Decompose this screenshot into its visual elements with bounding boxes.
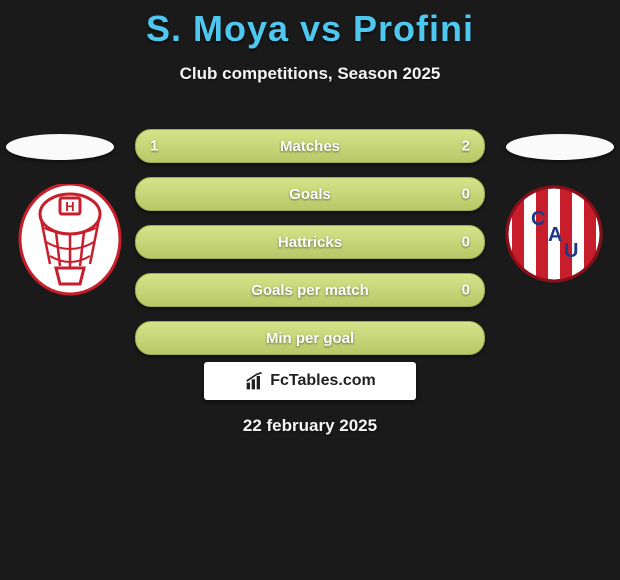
svg-text:A: A	[548, 224, 562, 246]
svg-text:C: C	[531, 208, 545, 230]
stat-bar-min-per-goal: Min per goal	[135, 321, 485, 355]
stat-value-right: 0	[462, 282, 470, 299]
stat-bar-matches: 1 Matches 2	[135, 129, 485, 163]
page-subtitle: Club competitions, Season 2025	[0, 64, 620, 84]
svg-text:U: U	[564, 240, 578, 262]
team-crest-left: H	[16, 184, 124, 324]
player-ellipse-right	[506, 134, 614, 160]
stat-bar-goals-per-match: Goals per match 0	[135, 273, 485, 307]
stat-label: Matches	[280, 138, 340, 155]
chart-icon	[244, 371, 266, 391]
stat-bars: 1 Matches 2 Goals 0 Hattricks 0 Goals pe…	[135, 129, 485, 369]
brand-box[interactable]: FcTables.com	[204, 362, 416, 400]
stat-label: Min per goal	[266, 330, 354, 347]
stat-label: Hattricks	[278, 234, 342, 251]
page-title: S. Moya vs Profini	[0, 8, 620, 50]
stat-value-left: 1	[150, 138, 158, 155]
stat-value-right: 0	[462, 186, 470, 203]
comparison-card: S. Moya vs Profini Club competitions, Se…	[0, 8, 620, 580]
stat-bar-goals: Goals 0	[135, 177, 485, 211]
stat-value-right: 2	[462, 138, 470, 155]
stat-bar-hattricks: Hattricks 0	[135, 225, 485, 259]
stat-label: Goals	[289, 186, 331, 203]
brand-text: FcTables.com	[270, 372, 376, 390]
stat-label: Goals per match	[251, 282, 369, 299]
team-crest-right: C A U	[504, 184, 604, 284]
stat-value-right: 0	[462, 234, 470, 251]
svg-text:H: H	[65, 199, 74, 214]
date-text: 22 february 2025	[0, 416, 620, 436]
player-ellipse-left	[6, 134, 114, 160]
